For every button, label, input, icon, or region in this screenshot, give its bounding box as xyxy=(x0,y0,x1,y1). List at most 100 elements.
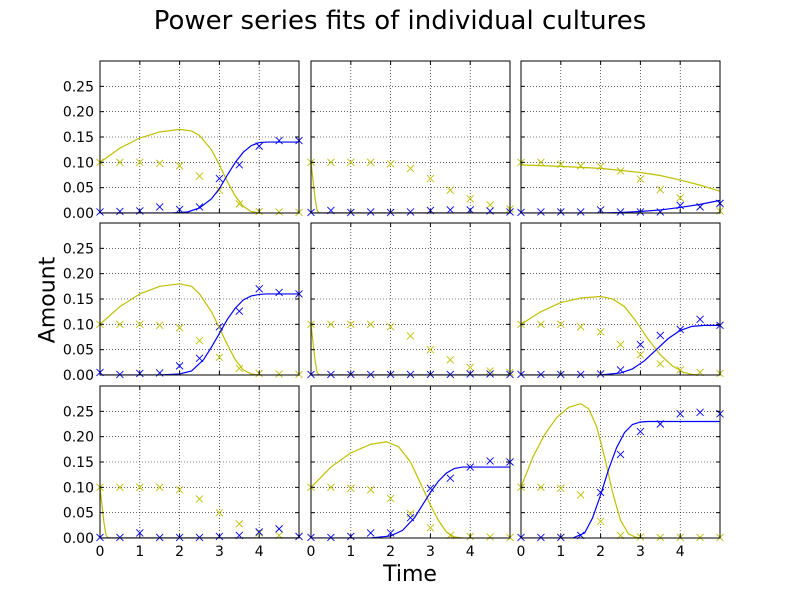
data-point-yellow xyxy=(135,320,144,329)
y-tick-label: 0.10 xyxy=(63,317,94,333)
data-point-blue xyxy=(275,525,283,533)
data-point-yellow xyxy=(155,159,164,168)
data-point-blue xyxy=(676,410,685,418)
fit-line-blue xyxy=(100,293,299,375)
data-point-blue xyxy=(155,203,164,211)
data-point-blue xyxy=(116,207,124,216)
data-point-yellow xyxy=(406,509,415,518)
data-point-yellow xyxy=(656,533,665,542)
y-tick-label: 0.10 xyxy=(63,155,94,171)
fit-line-yellow xyxy=(311,441,463,538)
data-point-yellow xyxy=(116,320,124,329)
data-point-blue xyxy=(656,331,665,340)
data-point-yellow xyxy=(175,486,184,494)
fit-line-yellow xyxy=(311,162,510,213)
data-point-yellow xyxy=(135,158,144,167)
x-tick-label: 1 xyxy=(346,544,355,560)
data-point-yellow xyxy=(155,483,164,492)
data-point-blue xyxy=(537,208,545,216)
data-point-blue xyxy=(235,307,244,315)
data-point-yellow xyxy=(696,533,704,542)
data-point-yellow xyxy=(346,158,355,167)
data-point-yellow xyxy=(235,519,244,528)
data-point-blue xyxy=(636,340,645,349)
data-point-yellow xyxy=(275,208,283,216)
data-point-yellow xyxy=(556,320,565,329)
data-point-yellow xyxy=(636,175,645,183)
x-tick-label: 4 xyxy=(255,544,264,560)
y-tick-label: 0.00 xyxy=(63,368,94,384)
data-point-yellow xyxy=(116,483,124,492)
data-point-blue xyxy=(366,529,375,537)
x-tick-label: 1 xyxy=(135,544,144,560)
data-point-yellow xyxy=(386,323,395,331)
y-tick-label: 0.25 xyxy=(63,79,94,95)
fit-line-blue xyxy=(521,199,720,213)
y-tick-label: 0.15 xyxy=(63,455,94,471)
data-point-yellow xyxy=(576,323,585,331)
data-point-yellow xyxy=(656,360,665,368)
fit-line-yellow xyxy=(100,128,260,213)
x-tick-label: 2 xyxy=(386,544,395,560)
y-tick-label: 0.20 xyxy=(63,267,94,283)
data-point-yellow xyxy=(466,194,475,203)
data-point-yellow xyxy=(135,483,144,492)
data-point-yellow xyxy=(406,164,415,173)
data-point-blue xyxy=(616,450,625,459)
y-tick-label: 0.00 xyxy=(63,206,94,222)
fit-line-blue xyxy=(311,466,510,538)
data-point-yellow xyxy=(327,483,335,492)
data-point-blue xyxy=(446,206,455,214)
data-point-yellow xyxy=(596,328,605,336)
data-point-blue xyxy=(576,208,585,216)
data-point-yellow xyxy=(275,370,283,378)
x-tick-label: 0 xyxy=(96,544,105,560)
data-point-yellow xyxy=(486,201,494,209)
data-point-blue xyxy=(446,474,455,483)
data-point-blue xyxy=(486,457,494,465)
data-point-blue xyxy=(486,370,494,378)
data-point-yellow xyxy=(346,320,355,329)
data-point-yellow xyxy=(235,364,244,373)
data-point-yellow xyxy=(175,324,184,332)
fit-line-blue xyxy=(521,324,720,375)
y-tick-label: 0.05 xyxy=(63,343,94,359)
data-point-yellow xyxy=(636,350,645,359)
x-tick-label: 3 xyxy=(426,544,435,560)
x-tick-label: 2 xyxy=(175,544,184,560)
data-point-yellow xyxy=(346,484,355,493)
data-point-yellow xyxy=(327,320,335,329)
data-point-blue xyxy=(406,208,415,216)
data-point-yellow xyxy=(466,363,475,372)
y-tick-label: 0.05 xyxy=(63,181,94,197)
data-point-yellow xyxy=(195,495,204,503)
fit-line-yellow xyxy=(521,295,701,375)
data-point-blue xyxy=(696,315,704,324)
data-point-yellow xyxy=(537,320,545,329)
data-point-yellow xyxy=(576,491,585,499)
data-point-blue xyxy=(426,484,435,493)
data-point-yellow xyxy=(366,486,375,494)
data-point-yellow xyxy=(537,158,545,167)
data-point-blue xyxy=(696,408,704,417)
data-point-yellow xyxy=(576,162,585,170)
data-point-yellow xyxy=(616,340,625,349)
y-tick-label: 0.20 xyxy=(63,105,94,121)
y-tick-label: 0.15 xyxy=(63,292,94,308)
chart-title: Power series fits of individual cultures xyxy=(153,6,647,36)
data-point-yellow xyxy=(426,345,435,354)
data-point-yellow xyxy=(366,320,375,329)
y-tick-label: 0.25 xyxy=(63,404,94,420)
x-tick-label: 3 xyxy=(636,544,645,560)
y-tick-label: 0.25 xyxy=(63,241,94,257)
y-tick-label: 0.15 xyxy=(63,130,94,146)
x-tick-label: 4 xyxy=(466,544,475,560)
data-point-blue xyxy=(596,488,605,497)
data-point-yellow xyxy=(386,160,395,168)
data-point-blue xyxy=(275,136,283,145)
x-tick-label: 2 xyxy=(596,544,605,560)
data-point-yellow xyxy=(195,172,204,180)
data-point-yellow xyxy=(386,494,395,503)
